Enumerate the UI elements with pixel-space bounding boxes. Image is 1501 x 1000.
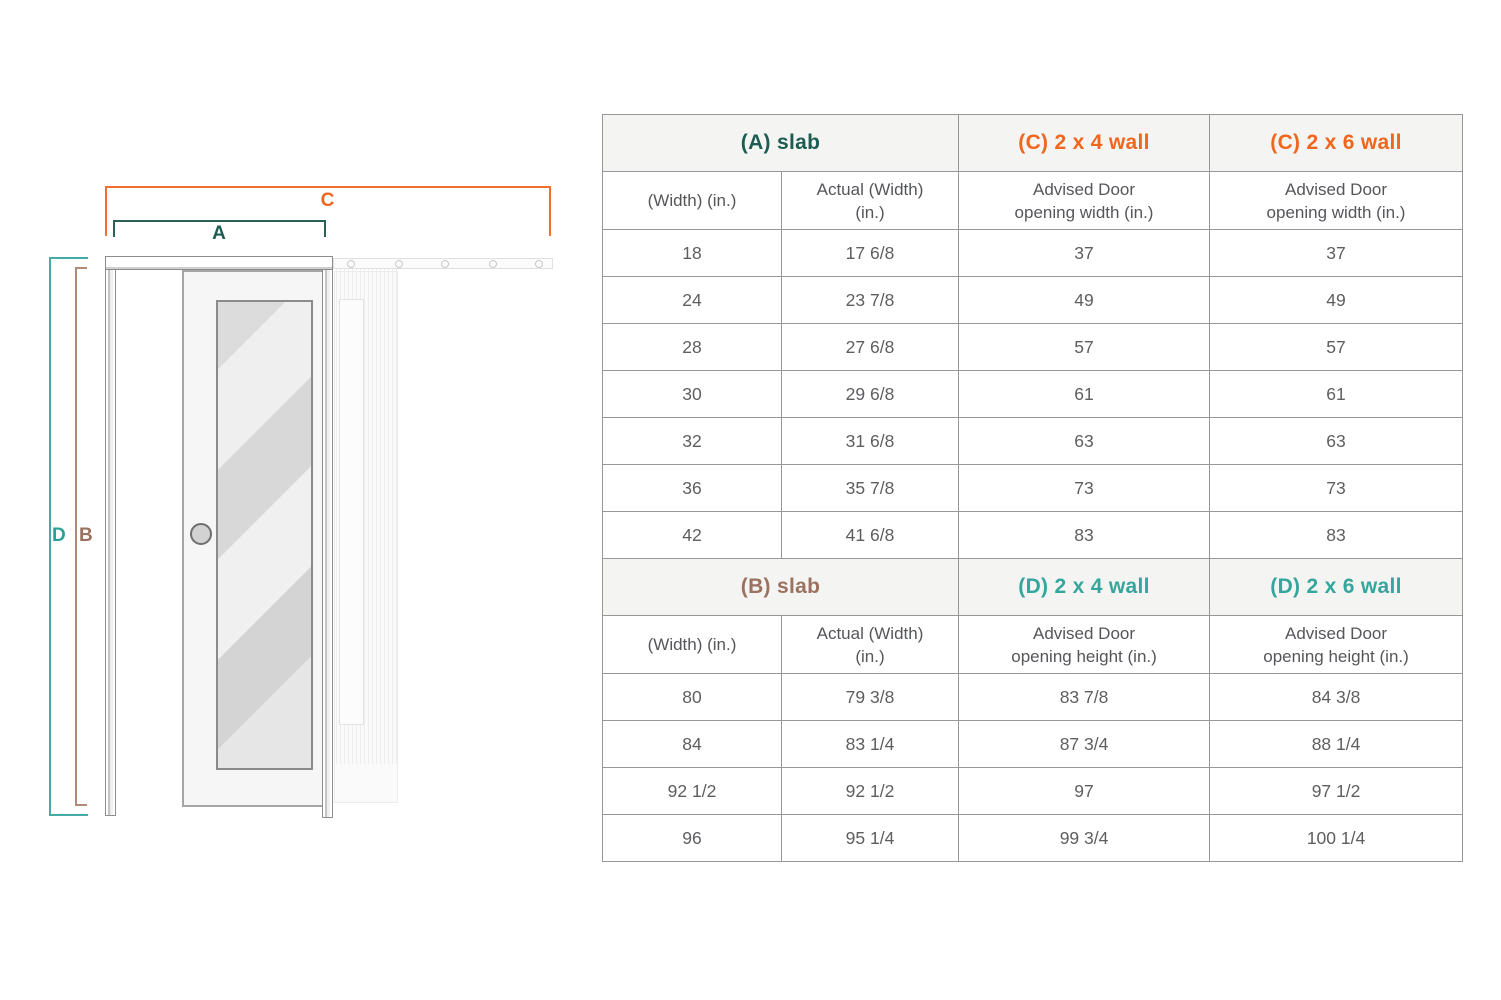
frame-header xyxy=(105,256,333,270)
table-row: 30 29 6/8 61 61 xyxy=(602,370,1464,418)
table-cell: 83 1/4 xyxy=(780,720,960,768)
table-cell: 92 1/2 xyxy=(602,767,782,815)
table-row: 36 35 7/8 73 73 xyxy=(602,464,1464,512)
table-cell: 96 xyxy=(602,814,782,862)
pocket-glass-ghost xyxy=(339,299,364,725)
table-cell: 99 3/4 xyxy=(958,814,1211,862)
column-header: Advised Door opening width (in.) xyxy=(958,171,1211,230)
column-header: Actual (Width) (in.) xyxy=(780,171,960,230)
table-row: 92 1/2 92 1/2 97 97 1/2 xyxy=(602,767,1464,815)
glass-panel xyxy=(216,300,313,770)
track-screw-icon xyxy=(347,260,355,268)
table-row: 18 17 6/8 37 37 xyxy=(602,229,1464,277)
table-row: 32 31 6/8 63 63 xyxy=(602,417,1464,465)
table-cell: 100 1/4 xyxy=(1209,814,1464,862)
dimension-bracket-b: B xyxy=(75,267,93,806)
table-cell: 97 1/2 xyxy=(1209,767,1464,815)
table-cell: 36 xyxy=(602,464,782,512)
table-cell: 57 xyxy=(1209,323,1464,371)
track-screw-icon xyxy=(489,260,497,268)
table-cell: 37 xyxy=(958,229,1211,277)
table-cell: 31 6/8 xyxy=(780,417,960,465)
table-cell: 97 xyxy=(958,767,1211,815)
column-header: Advised Door opening width (in.) xyxy=(1209,171,1464,230)
section-a-header-row: (A) slab (C) 2 x 4 wall (C) 2 x 6 wall xyxy=(601,114,1464,172)
dimension-label-b: B xyxy=(79,524,94,546)
section-c-2x6-title: (C) 2 x 6 wall xyxy=(1209,114,1464,172)
column-header: (Width) (in.) xyxy=(602,171,782,230)
table-cell: 24 xyxy=(602,276,782,324)
section-a-rows: 18 17 6/8 37 37 24 23 7/8 49 49 28 27 6/8 57 57 30 29… xyxy=(602,229,1464,559)
table-cell: 27 6/8 xyxy=(780,323,960,371)
table-row: 80 79 3/8 83 7/8 84 3/8 xyxy=(602,673,1464,721)
table-cell: 61 xyxy=(1209,370,1464,418)
table-cell: 35 7/8 xyxy=(780,464,960,512)
table-cell: 88 1/4 xyxy=(1209,720,1464,768)
table-cell: 92 1/2 xyxy=(780,767,960,815)
column-header: Actual (Width) (in.) xyxy=(780,615,960,674)
table-row: 28 27 6/8 57 57 xyxy=(602,323,1464,371)
table-cell: 57 xyxy=(958,323,1211,371)
table-cell: 49 xyxy=(958,276,1211,324)
table-cell: 17 6/8 xyxy=(780,229,960,277)
column-header: Advised Door opening height (in.) xyxy=(1209,615,1464,674)
dimension-bracket-a: A xyxy=(113,220,326,244)
table-cell: 63 xyxy=(1209,417,1464,465)
table-cell: 73 xyxy=(958,464,1211,512)
track-screw-icon xyxy=(535,260,543,268)
dimension-label-a: A xyxy=(212,223,227,244)
table-cell: 18 xyxy=(602,229,782,277)
table-cell: 87 3/4 xyxy=(958,720,1211,768)
track-screw-icon xyxy=(441,260,449,268)
dimension-bracket-d: D xyxy=(49,257,88,816)
table-cell: 83 xyxy=(1209,511,1464,559)
column-header-row: (Width) (in.) Actual (Width) (in.) Advis… xyxy=(602,171,1464,230)
section-c-2x4-title: (C) 2 x 4 wall xyxy=(958,114,1211,172)
left-jamb xyxy=(105,256,116,816)
table-row: 96 95 1/4 99 3/4 100 1/4 xyxy=(602,814,1464,862)
table-cell: 23 7/8 xyxy=(780,276,960,324)
section-d-2x6-title: (D) 2 x 6 wall xyxy=(1209,558,1464,616)
table-cell: 28 xyxy=(602,323,782,371)
table-row: 84 83 1/4 87 3/4 88 1/4 xyxy=(602,720,1464,768)
door-track xyxy=(333,258,553,269)
table-cell: 49 xyxy=(1209,276,1464,324)
section-b-header-row: (B) slab (D) 2 x 4 wall (D) 2 x 6 wall xyxy=(601,558,1464,616)
dimension-bracket-c: C xyxy=(105,186,551,236)
table-cell: 84 3/8 xyxy=(1209,673,1464,721)
table-cell: 83 xyxy=(958,511,1211,559)
door-size-table: (A) slab (C) 2 x 4 wall (C) 2 x 6 wall (… xyxy=(601,114,1464,862)
track-screw-icon xyxy=(395,260,403,268)
table-cell: 29 6/8 xyxy=(780,370,960,418)
table-cell: 61 xyxy=(958,370,1211,418)
table-cell: 37 xyxy=(1209,229,1464,277)
table-cell: 42 xyxy=(602,511,782,559)
section-b-rows: 80 79 3/8 83 7/8 84 3/8 84 83 1/4 87 3/4 88 1/4… xyxy=(602,673,1464,862)
door-knob-icon xyxy=(190,523,212,545)
section-d-2x4-title: (D) 2 x 4 wall xyxy=(958,558,1211,616)
table-cell: 32 xyxy=(602,417,782,465)
section-a-title: (A) slab xyxy=(601,114,960,172)
dimension-label-d: D xyxy=(52,524,67,546)
column-header: (Width) (in.) xyxy=(602,615,782,674)
column-header: Advised Door opening height (in.) xyxy=(958,615,1211,674)
table-cell: 95 1/4 xyxy=(780,814,960,862)
table-cell: 80 xyxy=(602,673,782,721)
table-cell: 30 xyxy=(602,370,782,418)
door-slab xyxy=(182,270,328,807)
table-cell: 83 7/8 xyxy=(958,673,1211,721)
column-header-row: (Width) (in.) Actual (Width) (in.) Advis… xyxy=(602,615,1464,674)
table-cell: 41 6/8 xyxy=(780,511,960,559)
table-cell: 84 xyxy=(602,720,782,768)
table-cell: 79 3/8 xyxy=(780,673,960,721)
table-cell: 73 xyxy=(1209,464,1464,512)
table-row: 42 41 6/8 83 83 xyxy=(602,511,1464,559)
table-row: 24 23 7/8 49 49 xyxy=(602,276,1464,324)
table-cell: 63 xyxy=(958,417,1211,465)
section-b-title: (B) slab xyxy=(601,558,960,616)
right-jamb xyxy=(322,256,333,818)
dimension-label-c: C xyxy=(320,190,336,211)
